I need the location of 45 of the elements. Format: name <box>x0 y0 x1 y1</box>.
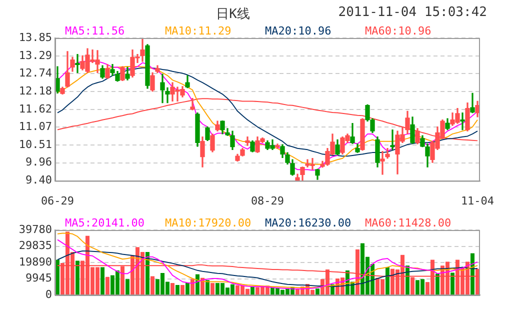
bar <box>176 284 180 294</box>
bar <box>210 283 214 294</box>
y-tick-label: 9.96 <box>26 156 52 169</box>
bar <box>190 279 194 294</box>
chart-title: 日K线 <box>216 7 250 22</box>
bar <box>180 284 184 294</box>
x-tick-label: 11-04 <box>460 194 494 208</box>
y-tick-label: 29835 <box>18 239 52 252</box>
x-tick-label: 06-29 <box>40 194 74 208</box>
bar <box>126 279 130 294</box>
bar <box>146 252 150 294</box>
y-tick-label: 9.40 <box>26 174 52 187</box>
bar <box>206 280 210 294</box>
bar <box>100 267 104 294</box>
y-tick-label: 9945 <box>26 272 52 285</box>
y-tick-label: 13.29 <box>18 48 52 62</box>
y-tick-label: 11.62 <box>18 102 52 116</box>
bar <box>450 272 454 294</box>
text: MA60:10.96 <box>365 24 432 38</box>
bar <box>170 283 174 294</box>
y-tick-label: 10.51 <box>18 138 52 152</box>
text: MA10:11.29 <box>165 24 232 38</box>
bar <box>316 288 320 294</box>
text: MA20:10.96 <box>265 24 332 38</box>
x-tick-label: 08-29 <box>250 194 284 208</box>
y-tick-label: 0 <box>45 288 52 301</box>
series-label: MA5:20141.00 <box>65 216 144 230</box>
text: MA5:11.56 <box>65 24 125 38</box>
text: MA10:17920.00 <box>165 216 252 230</box>
y-tick-label: 12.18 <box>18 84 52 98</box>
bar <box>186 282 190 294</box>
bar <box>386 267 390 294</box>
y-tick-label: 13.85 <box>18 30 52 44</box>
y-tick-label: 12.74 <box>18 66 52 80</box>
bar <box>250 286 254 294</box>
y-tick-label: 19890 <box>18 255 52 268</box>
bar <box>76 260 80 294</box>
y-tick-label: 39780 <box>18 222 52 236</box>
bar <box>106 276 110 294</box>
text: 2011-11-04 15:03:42 <box>338 5 487 20</box>
bar <box>150 276 154 294</box>
y-tick-label: 11.07 <box>18 120 52 134</box>
text: MA20:16230.00 <box>265 216 352 230</box>
bar <box>436 274 440 294</box>
text: MA60:11428.00 <box>365 216 452 230</box>
